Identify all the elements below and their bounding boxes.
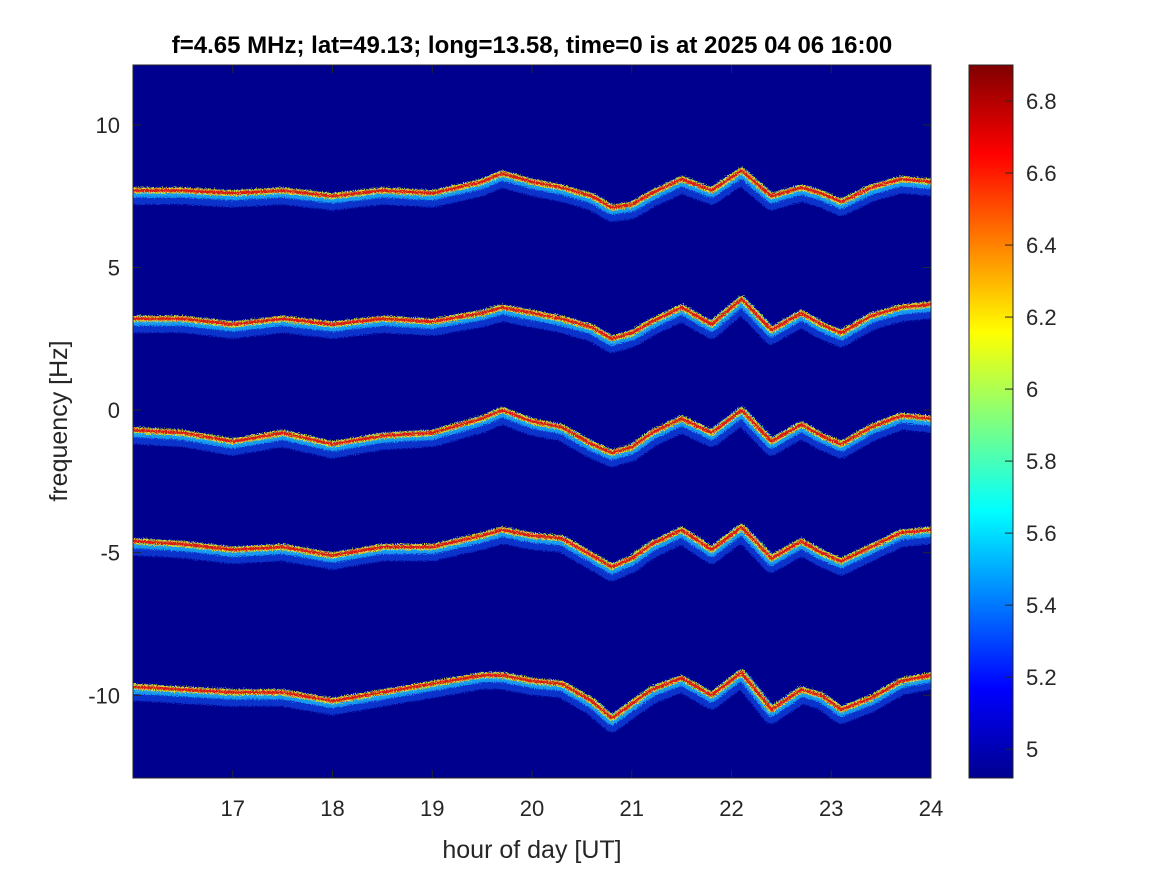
y-tick-label: -5	[100, 541, 120, 566]
colorbar	[968, 64, 1014, 779]
colorbar-tick-label: 6.4	[1026, 233, 1057, 258]
trace-5	[133, 669, 931, 733]
colorbar-axis: 6.8 6.6 6.4 6.2 6 5.8 5.6 5.4 5.2 5	[1005, 89, 1057, 762]
x-tick-label: 17	[221, 796, 245, 821]
colorbar-tick-label: 6	[1026, 377, 1038, 402]
x-tick-label: 20	[520, 796, 544, 821]
colorbar-tick-label: 6.2	[1026, 305, 1057, 330]
trace-3	[133, 407, 931, 467]
trace-1-layer-4	[133, 169, 931, 210]
colorbar-tick-label: 5	[1026, 737, 1038, 762]
trace-4	[133, 524, 931, 581]
colorbar-tick-label: 5.4	[1026, 593, 1057, 618]
y-tick-label: 10	[96, 113, 120, 138]
x-axis: 17 18 19 20 21 22 23 24	[221, 65, 943, 821]
x-tick-label: 21	[620, 796, 644, 821]
colorbar-tick-label: 5.8	[1026, 449, 1057, 474]
y-axis-label: frequency [Hz]	[45, 340, 73, 501]
trace-2-layer-4	[133, 297, 931, 341]
y-axis: 10 5 0 -5 -10	[88, 113, 931, 708]
y-tick-label: 5	[108, 255, 120, 280]
y-tick-label: -10	[88, 683, 120, 708]
chart-title: f=4.65 MHz; lat=49.13; long=13.58, time=…	[172, 32, 892, 59]
x-tick-label: 23	[819, 796, 843, 821]
trace-4-layer-4	[133, 525, 931, 569]
colorbar-tick-label: 5.6	[1026, 521, 1057, 546]
colorbar-tick-label: 5.2	[1026, 665, 1057, 690]
colorbar-tick-label: 6.6	[1026, 161, 1057, 186]
y-tick-label: 0	[108, 398, 120, 423]
trace-2	[133, 295, 931, 353]
trace-3-layer-4	[133, 408, 931, 455]
colorbar-tick-label: 6.8	[1026, 89, 1057, 114]
x-tick-label: 19	[420, 796, 444, 821]
trace-5-layer-4	[133, 671, 931, 720]
trace-group	[133, 167, 931, 733]
trace-1	[133, 167, 931, 222]
x-tick-label: 18	[320, 796, 344, 821]
x-tick-label: 24	[919, 796, 943, 821]
x-tick-label: 22	[719, 796, 743, 821]
x-axis-label: hour of day [UT]	[442, 836, 621, 864]
